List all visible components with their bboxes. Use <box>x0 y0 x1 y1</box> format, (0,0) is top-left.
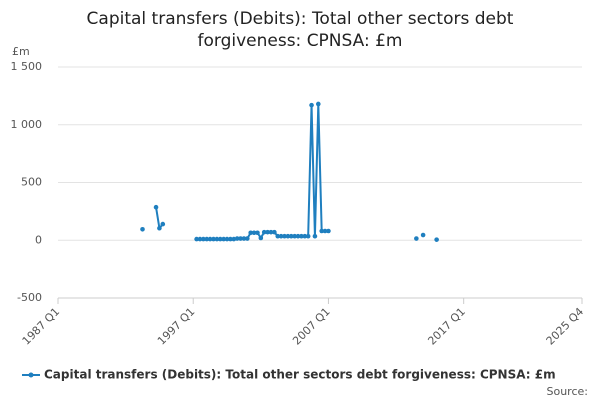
point <box>288 233 294 239</box>
point <box>268 229 274 235</box>
point <box>224 236 230 242</box>
point <box>305 233 311 239</box>
x-tick-label: 1997 Q1 <box>155 305 198 348</box>
source: Source: <box>547 385 589 398</box>
point <box>434 237 439 242</box>
point <box>261 229 267 235</box>
point <box>251 230 257 236</box>
point <box>160 221 166 227</box>
point <box>194 236 199 242</box>
y-tick-label: 1 500 <box>11 60 43 73</box>
point <box>302 233 308 239</box>
point <box>258 235 264 241</box>
point <box>322 228 328 234</box>
point <box>255 230 260 236</box>
point <box>326 228 331 234</box>
y-tick-label: 1 000 <box>11 118 43 131</box>
point <box>153 204 159 210</box>
point <box>245 236 250 241</box>
point <box>157 225 162 231</box>
point <box>319 228 324 234</box>
point <box>309 102 314 108</box>
point <box>140 226 145 232</box>
chart-title: Capital transfers (Debits): Total other … <box>86 9 514 51</box>
x-tick-label: 2007 Q1 <box>290 305 333 348</box>
point <box>228 236 233 242</box>
point <box>312 233 318 239</box>
point <box>414 236 419 241</box>
point <box>211 236 216 242</box>
point <box>292 233 297 239</box>
point <box>265 229 270 235</box>
point <box>231 236 237 242</box>
point <box>197 236 203 242</box>
point <box>234 236 240 241</box>
point <box>201 236 206 242</box>
point <box>285 233 291 239</box>
point <box>278 233 284 239</box>
y-tick-label: 0 <box>35 233 42 246</box>
point <box>221 236 226 242</box>
point <box>207 236 213 242</box>
point <box>204 236 210 242</box>
point <box>248 230 253 236</box>
point <box>295 233 301 239</box>
point <box>238 236 243 241</box>
x-tick-label: 2025 Q4 <box>544 305 587 348</box>
x-tick-label: 2017 Q1 <box>425 305 468 348</box>
point <box>275 233 281 239</box>
y-tick-label: -500 <box>17 291 42 304</box>
legend-label: Capital transfers (Debits): Total other … <box>44 368 556 382</box>
point <box>272 229 277 235</box>
y-tick-label: 500 <box>21 176 42 189</box>
point <box>316 101 321 107</box>
point <box>282 233 287 239</box>
y-axis-label: £m <box>12 45 30 58</box>
point <box>299 233 304 239</box>
x-tick-label: 1987 Q1 <box>20 305 63 348</box>
legend-marker <box>28 372 34 378</box>
point <box>217 236 223 242</box>
point <box>420 232 426 238</box>
point <box>214 236 220 242</box>
point <box>241 236 247 241</box>
